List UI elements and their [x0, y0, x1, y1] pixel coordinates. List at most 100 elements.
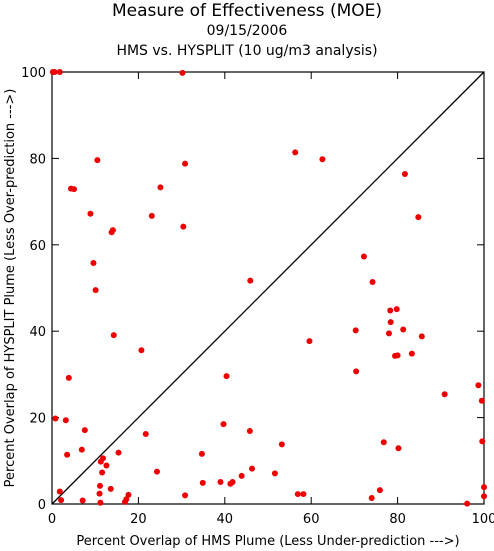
data-point [385, 330, 392, 337]
data-point [360, 253, 367, 260]
data-point [247, 277, 254, 284]
data-point [107, 485, 114, 492]
data-point [369, 278, 376, 285]
data-point [90, 259, 97, 266]
data-point [115, 449, 122, 456]
y-tick-label: 40 [29, 325, 46, 340]
data-point [481, 484, 487, 491]
data-point [401, 170, 408, 177]
data-point [368, 494, 375, 501]
x-axis-ticks: 0 20 40 60 80 100 [48, 72, 494, 527]
data-point [110, 332, 117, 339]
data-point [182, 160, 189, 167]
data-point [92, 287, 99, 294]
data-point [408, 350, 415, 357]
data-point [51, 69, 58, 75]
data-point [62, 417, 69, 424]
data-point [199, 479, 206, 486]
data-point [65, 374, 72, 381]
data-point [300, 491, 307, 498]
diagonal-reference-line [51, 71, 485, 505]
y-axis-label: Percent Overlap of HYSPLIT Plume (Less O… [3, 89, 18, 488]
data-point [71, 186, 78, 193]
data-point [475, 382, 482, 389]
y-tick-label: 0 [38, 498, 46, 513]
data-point [394, 352, 401, 359]
data-point [479, 438, 486, 445]
data-point [122, 498, 129, 505]
y-axis-ticks: 0 20 40 60 80 100 [21, 66, 484, 513]
x-tick-label: 40 [217, 512, 234, 527]
data-point [387, 319, 394, 326]
data-point [238, 472, 245, 479]
data-point [217, 478, 224, 485]
data-point [395, 445, 402, 452]
chart-subtitle-date: 09/15/2006 [207, 23, 288, 39]
data-point [441, 391, 448, 398]
data-point [138, 347, 145, 354]
data-point [97, 499, 104, 506]
data-point [220, 421, 227, 428]
data-point [418, 333, 425, 340]
data-point [393, 306, 400, 313]
data-point [380, 439, 387, 446]
data-point [478, 397, 485, 404]
data-point [96, 490, 103, 497]
data-point [353, 368, 360, 375]
data-point [352, 327, 359, 334]
data-point [376, 487, 383, 494]
data-point [97, 458, 104, 465]
data-point [81, 427, 88, 434]
chart-title: Measure of Effectiveness (MOE) [112, 1, 382, 21]
data-point [87, 210, 94, 217]
data-point [198, 450, 205, 457]
chart-subtitle-analysis: HMS vs. HYSPLIT (10 ug/m3 analysis) [116, 43, 377, 59]
data-point [319, 156, 326, 163]
data-point [148, 212, 155, 219]
data-point [292, 149, 299, 156]
x-tick-label: 80 [389, 512, 406, 527]
data-point [56, 69, 63, 75]
data-point [400, 326, 407, 333]
data-point [271, 470, 278, 477]
plot-frame [51, 71, 485, 505]
data-point [64, 451, 71, 458]
data-point [182, 492, 189, 499]
data-point [157, 184, 164, 191]
data-point [109, 227, 116, 234]
y-tick-label: 20 [29, 412, 46, 427]
data-point [142, 431, 149, 438]
data-point [464, 500, 471, 507]
data-point [246, 427, 253, 434]
data-point [179, 69, 186, 76]
data-point [52, 415, 59, 422]
data-point [278, 441, 285, 448]
data-point [229, 478, 236, 485]
data-point [103, 462, 110, 469]
x-tick-label: 100 [472, 512, 494, 527]
x-tick-label: 60 [303, 512, 320, 527]
y-tick-label: 60 [29, 239, 46, 254]
data-point [223, 373, 230, 380]
y-tick-label: 100 [21, 66, 46, 81]
data-point [153, 468, 160, 475]
data-point [481, 493, 487, 500]
x-axis-label: Percent Overlap of HMS Plume (Less Under… [76, 534, 459, 549]
data-point [294, 491, 301, 498]
data-point [306, 338, 313, 345]
data-point [56, 488, 63, 495]
y-tick-label: 80 [29, 152, 46, 167]
data-point [415, 214, 422, 221]
data-point [99, 469, 106, 476]
x-tick-label: 0 [48, 512, 56, 527]
data-point [96, 482, 103, 489]
data-point [79, 497, 86, 504]
data-point [249, 465, 256, 472]
data-point [94, 157, 101, 164]
data-points [49, 69, 487, 507]
data-point [58, 497, 65, 504]
data-point [78, 446, 85, 453]
x-tick-label: 20 [130, 512, 147, 527]
data-point [180, 223, 187, 230]
